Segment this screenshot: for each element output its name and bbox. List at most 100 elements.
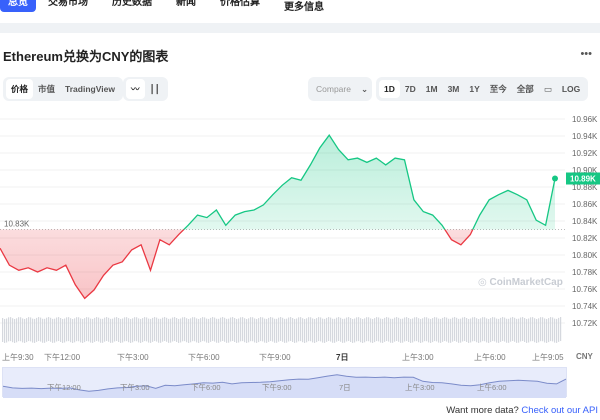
volume-bar [370,318,372,343]
tab-market-cap[interactable]: 市值 [38,84,56,94]
volume-bar [530,317,532,342]
volume-bar [34,318,36,343]
volume-bar [270,317,272,342]
volume-bar [422,318,424,343]
volume-bar [142,318,144,343]
volume-bar [26,318,28,343]
range-7d[interactable]: 7D [404,84,416,94]
volume-bar [464,317,466,342]
volume-bar [486,318,488,343]
volume-bar [198,318,200,343]
volume-bar [480,318,482,343]
volume-bar [502,317,504,342]
volume-bar [314,318,316,343]
chart-style-tabs: 〰 ┃┃ [123,77,168,101]
volume-bar [248,318,250,343]
tab-price[interactable]: 价格 [6,79,34,99]
volume-bar [386,317,388,342]
volume-bar [310,317,312,342]
divider-band [0,23,600,33]
volume-bar [508,318,510,343]
volume-bar [254,318,256,343]
volume-bar [342,318,344,343]
y-tick-label: 10.82K [572,234,598,243]
range-all[interactable]: 全部 [516,84,534,94]
x-tick-label: 下午3:00 [117,353,149,362]
volume-bar [76,317,78,342]
volume-bar [348,317,350,342]
volume-bar [300,317,302,342]
volume-bar [326,317,328,342]
volume-bar [38,317,40,342]
nav-news[interactable]: 新闻 [176,0,196,8]
range-tabs: 1D 7D 1M 3M 1Y 至今 全部 ▭ LOG [376,77,589,101]
volume-bar [416,317,418,342]
volume-bar [262,317,264,342]
volume-bar [400,318,402,343]
volume-bar [80,318,82,343]
volume-bar [18,317,20,342]
area-up [0,135,555,230]
nav-overview[interactable]: 总览 [0,0,36,12]
volume-bar [468,318,470,343]
volume-bar [446,317,448,342]
volume-bar [90,318,92,343]
volume-bar [514,317,516,342]
range-1d[interactable]: 1D [379,80,400,98]
range-1m[interactable]: 1M [425,84,438,94]
volume-bar [498,318,500,343]
range-ytd[interactable]: 至今 [489,84,507,94]
volume-bar [78,317,80,342]
volume-bar [54,318,56,343]
nav-price-estimate[interactable]: 价格估算 [220,0,260,8]
volume-bar [266,318,268,343]
api-link[interactable]: Check out our API [521,405,598,416]
volume-bar [94,317,96,342]
nav-historical[interactable]: 历史数据 [112,0,152,8]
navigator-tick: 上午6:00 [477,382,507,392]
log-toggle[interactable]: LOG [561,84,581,94]
price-chart[interactable]: 10.96K 10.94K 10.92K 10.90K 10.88K 10.86K 10.8… [0,110,600,350]
compare-dropdown[interactable]: Compare ⌄ [308,77,372,101]
volume-bar [2,318,4,342]
volume-bar [72,318,74,343]
volume-bar [98,317,100,342]
volume-bar [406,317,408,342]
volume-bar [316,318,318,343]
volume-bar [384,317,386,342]
volume-bar [24,318,26,343]
volume-bar [438,318,440,343]
calendar-icon[interactable]: ▭ [543,83,552,94]
volume-bar [362,318,364,343]
volume-bar [112,318,114,343]
candlestick-icon[interactable]: ┃┃ [149,83,160,94]
volume-bar [306,318,308,343]
volume-bar [226,318,228,343]
line-chart-icon[interactable]: 〰 [126,79,145,99]
range-3m[interactable]: 3M [447,84,460,94]
y-tick-label: 10.96K [572,115,598,124]
volume-bar [220,317,222,342]
ellipsis-icon[interactable]: ••• [580,48,592,60]
range-1y[interactable]: 1Y [469,84,480,94]
volume-bar [352,318,354,343]
nav-more-info[interactable]: 更多信息 [284,2,324,13]
volume-bar [164,317,166,342]
volume-bar [402,318,404,343]
nav-markets[interactable]: 交易市场 [48,0,88,8]
volume-bar [256,318,258,343]
volume-bar [232,317,234,342]
volume-bar [30,317,32,342]
volume-bar [106,317,108,342]
volume-bar [156,317,158,342]
volume-bar [294,318,296,343]
navigator-line [2,374,567,392]
tab-tradingview[interactable]: TradingView [65,84,115,94]
range-navigator[interactable]: 下午12:00 下午3:00 下午6:00 下午9:00 7日 上午3:00 上午6:00 [2,367,567,398]
volume-bar [88,317,90,342]
volume-bar [312,318,314,343]
volume-bar [430,318,432,343]
y-tick-label: 10.78K [572,268,598,277]
volume-bar [224,317,226,342]
x-tick-label: 下午6:00 [188,353,220,362]
